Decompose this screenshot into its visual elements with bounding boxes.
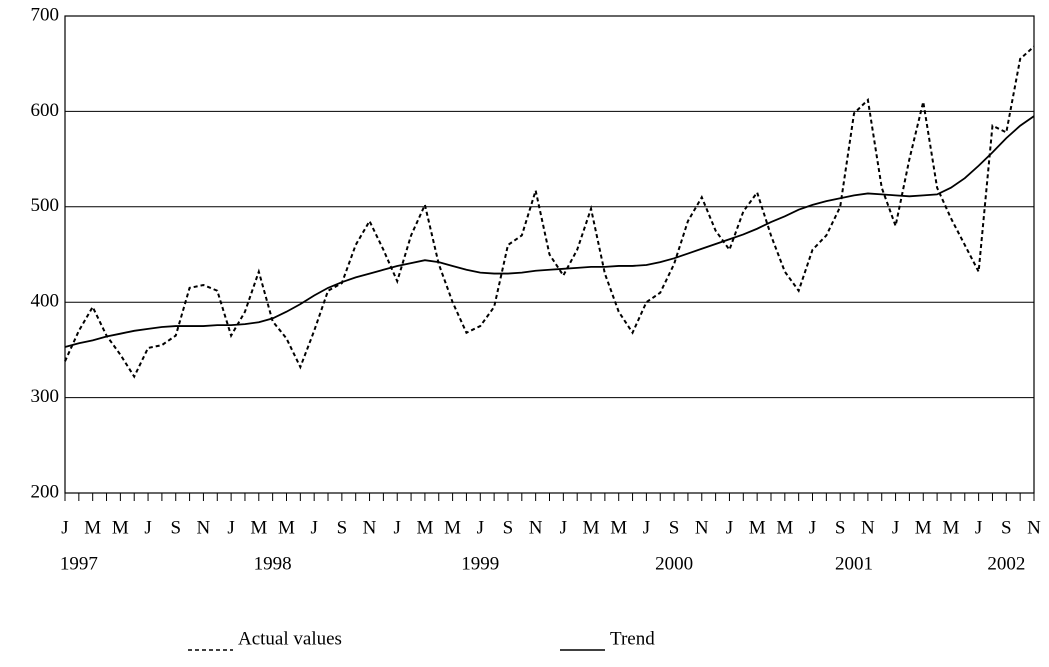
x-tick-label: M bbox=[84, 517, 101, 538]
legend-label: Actual values bbox=[238, 628, 342, 649]
y-tick-label: 700 bbox=[31, 4, 60, 25]
x-tick-label: J bbox=[643, 517, 650, 538]
x-tick-label: J bbox=[809, 517, 816, 538]
x-tick-label: J bbox=[227, 517, 234, 538]
y-tick-label: 200 bbox=[31, 481, 60, 502]
x-tick-label: M bbox=[416, 517, 433, 538]
y-tick-label: 300 bbox=[31, 386, 60, 407]
x-tick-label: S bbox=[1001, 517, 1012, 538]
x-tick-label: J bbox=[394, 517, 401, 538]
series-line bbox=[64, 115, 1035, 348]
year-label: 2000 bbox=[655, 553, 693, 574]
x-tick-label: M bbox=[942, 517, 959, 538]
x-tick-label: M bbox=[112, 517, 129, 538]
x-tick-label: M bbox=[610, 517, 627, 538]
x-tick-label: M bbox=[250, 517, 267, 538]
year-label: 1998 bbox=[254, 553, 292, 574]
x-tick-label: N bbox=[695, 517, 709, 538]
x-tick-label: M bbox=[444, 517, 461, 538]
legend-label: Trend bbox=[610, 628, 655, 649]
x-tick-label: S bbox=[669, 517, 680, 538]
x-tick-label: M bbox=[749, 517, 766, 538]
x-tick-label: J bbox=[560, 517, 567, 538]
year-label: 1999 bbox=[461, 553, 499, 574]
x-tick-label: J bbox=[310, 517, 317, 538]
y-tick-label: 500 bbox=[31, 195, 60, 216]
x-tick-label: S bbox=[835, 517, 846, 538]
x-tick-label: N bbox=[1027, 517, 1041, 538]
year-label: 2002 bbox=[987, 553, 1025, 574]
y-tick-label: 600 bbox=[31, 100, 60, 121]
x-tick-label: J bbox=[61, 517, 68, 538]
x-tick-label: N bbox=[529, 517, 543, 538]
x-tick-label: J bbox=[892, 517, 899, 538]
x-tick-label: N bbox=[861, 517, 875, 538]
x-tick-label: S bbox=[170, 517, 181, 538]
x-tick-label: J bbox=[144, 517, 151, 538]
x-tick-label: M bbox=[915, 517, 932, 538]
x-tick-label: S bbox=[503, 517, 514, 538]
year-label: 1997 bbox=[60, 553, 98, 574]
series-line bbox=[64, 45, 1035, 379]
x-tick-label: J bbox=[477, 517, 484, 538]
x-tick-label: J bbox=[975, 517, 982, 538]
x-tick-label: N bbox=[363, 517, 377, 538]
x-tick-label: M bbox=[278, 517, 295, 538]
x-tick-label: S bbox=[337, 517, 348, 538]
year-label: 2001 bbox=[835, 553, 873, 574]
y-tick-label: 400 bbox=[31, 291, 60, 312]
x-tick-label: N bbox=[197, 517, 211, 538]
x-tick-label: M bbox=[583, 517, 600, 538]
x-tick-label: J bbox=[726, 517, 733, 538]
x-tick-label: M bbox=[776, 517, 793, 538]
